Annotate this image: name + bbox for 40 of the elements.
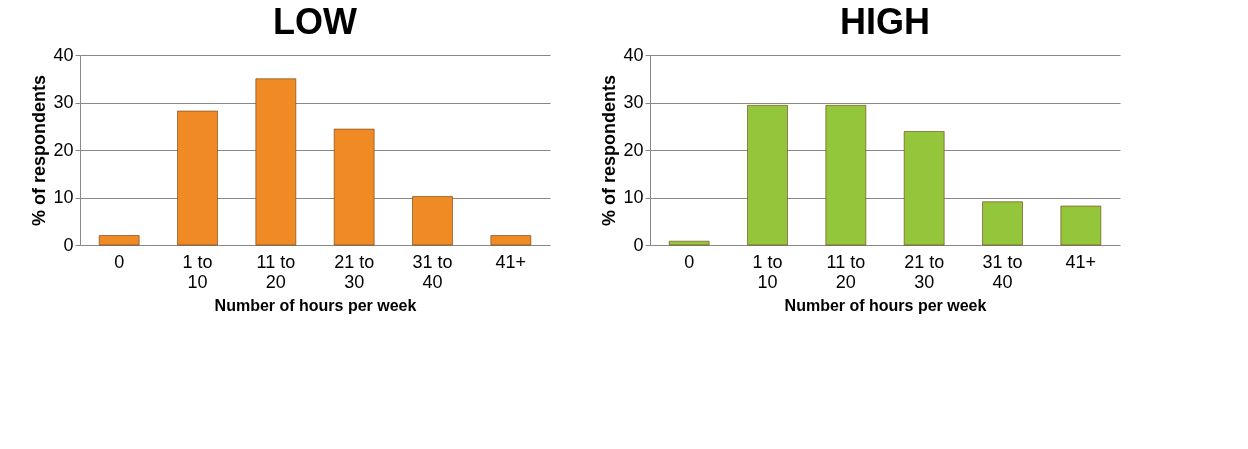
bar — [1060, 205, 1102, 246]
bar — [747, 105, 788, 246]
y-tick-label: 40 — [53, 44, 74, 65]
x-axis-title: Number of hours per week — [214, 296, 417, 314]
chart-title: LOW — [273, 1, 357, 42]
y-tick-label: 10 — [53, 187, 74, 207]
y-tick-label: 30 — [53, 92, 74, 112]
x-tick-label: 41+ — [495, 251, 527, 272]
x-tick-label: 21 to 30 — [904, 251, 945, 292]
bar — [255, 78, 297, 246]
x-tick-label: 41+ — [1065, 251, 1097, 272]
y-tick-label: 20 — [53, 139, 74, 160]
y-tick-label: 40 — [623, 44, 644, 65]
y-tick-label: 20 — [623, 139, 644, 160]
bar — [333, 128, 375, 246]
y-tick-label: 0 — [633, 234, 644, 255]
x-tick-label: 11 to 20 — [256, 251, 296, 292]
bar — [177, 110, 218, 246]
x-tick-label: 1 to 10 — [752, 251, 783, 292]
x-tick-label: 11 to 20 — [826, 251, 866, 292]
x-tick-label: 31 to 40 — [412, 251, 453, 292]
bar — [982, 201, 1023, 246]
chart-title: HIGH — [840, 1, 930, 42]
x-axis-title: Number of hours per week — [784, 296, 987, 314]
bar — [825, 105, 867, 246]
x-tick-label: 31 to 40 — [982, 251, 1023, 292]
y-axis-title: % of respondents — [599, 74, 620, 227]
x-tick-label: 0 — [114, 251, 125, 272]
x-tick-label: 1 to 10 — [182, 251, 213, 292]
y-tick-label: 30 — [623, 92, 644, 112]
bar — [412, 196, 453, 246]
x-tick-label: 21 to 30 — [334, 251, 375, 292]
y-tick-label: 10 — [623, 187, 644, 207]
bar — [490, 235, 532, 246]
bar — [903, 131, 945, 246]
bar — [98, 235, 140, 246]
bar — [668, 240, 710, 246]
x-tick-label: 0 — [684, 251, 695, 272]
y-tick-label: 0 — [63, 234, 74, 255]
y-axis-title: % of respondents — [29, 74, 50, 227]
